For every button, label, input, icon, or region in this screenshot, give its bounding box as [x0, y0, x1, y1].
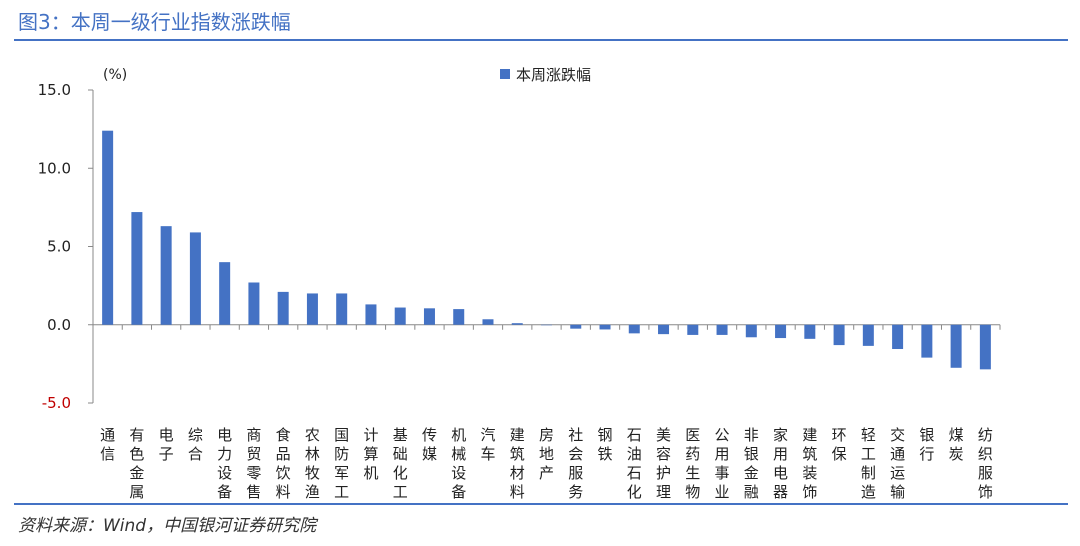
category-label: 电子: [159, 426, 174, 463]
y-tick-label: 0.0: [47, 316, 71, 334]
bar: [716, 324, 728, 335]
bar: [365, 304, 377, 325]
bars: [102, 130, 991, 370]
bar: [950, 324, 962, 368]
category-label: 环保: [832, 426, 847, 463]
bar: [658, 324, 670, 335]
category-label: 汽车: [480, 426, 495, 463]
category-label: 通信: [100, 426, 115, 463]
bar: [775, 324, 787, 339]
figure-title: 图3：本周一级行业指数涨跌幅: [18, 10, 291, 34]
bottom-rule: [14, 503, 1068, 505]
y-axis: 15.0 10.0 5.0 0.0 -5.0: [38, 81, 94, 412]
bar: [277, 291, 289, 325]
bar: [979, 324, 991, 370]
category-label: 传媒: [422, 426, 437, 463]
category-label: 房地产: [539, 426, 554, 482]
bar: [833, 324, 845, 346]
bar: [745, 324, 757, 338]
bar: [687, 324, 699, 335]
category-label: 农林牧渔: [305, 426, 320, 500]
category-label: 钢铁: [598, 426, 613, 463]
category-label: 石油石化: [627, 426, 642, 500]
category-label: 银行: [919, 426, 934, 463]
bar: [804, 324, 816, 339]
bar-chart: 15.0 10.0 5.0 0.0 -5.0 通信有色金属电子综合电力设备商贸零售食品饮…: [38, 66, 1001, 500]
bar: [570, 324, 582, 329]
bar: [423, 308, 435, 325]
bar: [131, 212, 143, 325]
bar: [336, 293, 348, 325]
bar: [160, 226, 172, 325]
category-label: 非银金融: [744, 426, 759, 500]
category-label: 机械设备: [451, 426, 466, 500]
bar: [248, 282, 260, 325]
bar: [921, 324, 933, 358]
bar: [599, 324, 611, 330]
category-label: 商贸零售: [246, 426, 261, 500]
category-label: 综合: [188, 426, 203, 463]
y-tick-label: 5.0: [47, 238, 71, 256]
legend-label: 本周涨跌幅: [516, 66, 591, 84]
category-label: 轻工制造: [861, 426, 876, 500]
category-label: 食品饮料: [276, 426, 291, 500]
bar: [862, 324, 874, 346]
category-label: 基础化工: [393, 426, 408, 500]
category-label: 电力设备: [217, 426, 232, 500]
bar: [394, 307, 406, 325]
category-label: 计算机: [363, 426, 378, 482]
category-label: 建筑材料: [510, 426, 525, 500]
category-label: 煤炭: [949, 426, 964, 463]
category-label: 医药生物: [685, 426, 700, 500]
bar: [189, 232, 201, 325]
category-label: 美容护理: [656, 426, 671, 500]
category-label: 公用事业: [715, 426, 730, 500]
bar: [541, 324, 552, 326]
category-label: 纺织服饰: [978, 426, 993, 500]
category-label: 建筑装饰: [802, 426, 817, 500]
y-axis-unit: (%): [103, 67, 127, 83]
bar: [628, 324, 640, 334]
y-tick-label: 10.0: [38, 159, 71, 177]
bar: [482, 319, 494, 325]
bar: [453, 309, 465, 325]
category-label: 有色金属: [129, 426, 144, 500]
legend-swatch: [500, 69, 510, 79]
y-tick-label: 15.0: [38, 81, 71, 99]
source-note: 资料来源：Wind，中国银河证券研究院: [18, 516, 317, 536]
category-label: 交通运输: [890, 426, 905, 500]
category-label: 国防军工: [334, 426, 349, 500]
bar: [511, 323, 523, 325]
bar: [306, 293, 318, 325]
bar: [892, 324, 904, 350]
category-labels: 通信有色金属电子综合电力设备商贸零售食品饮料农林牧渔国防军工计算机基础化工传媒机…: [100, 426, 993, 500]
category-label: 家用电器: [773, 426, 788, 500]
y-tick-label: -5.0: [42, 394, 71, 412]
category-label: 社会服务: [568, 426, 583, 500]
bar: [102, 130, 114, 325]
bar: [219, 262, 231, 325]
legend: 本周涨跌幅: [500, 66, 591, 84]
top-rule: [14, 39, 1068, 41]
